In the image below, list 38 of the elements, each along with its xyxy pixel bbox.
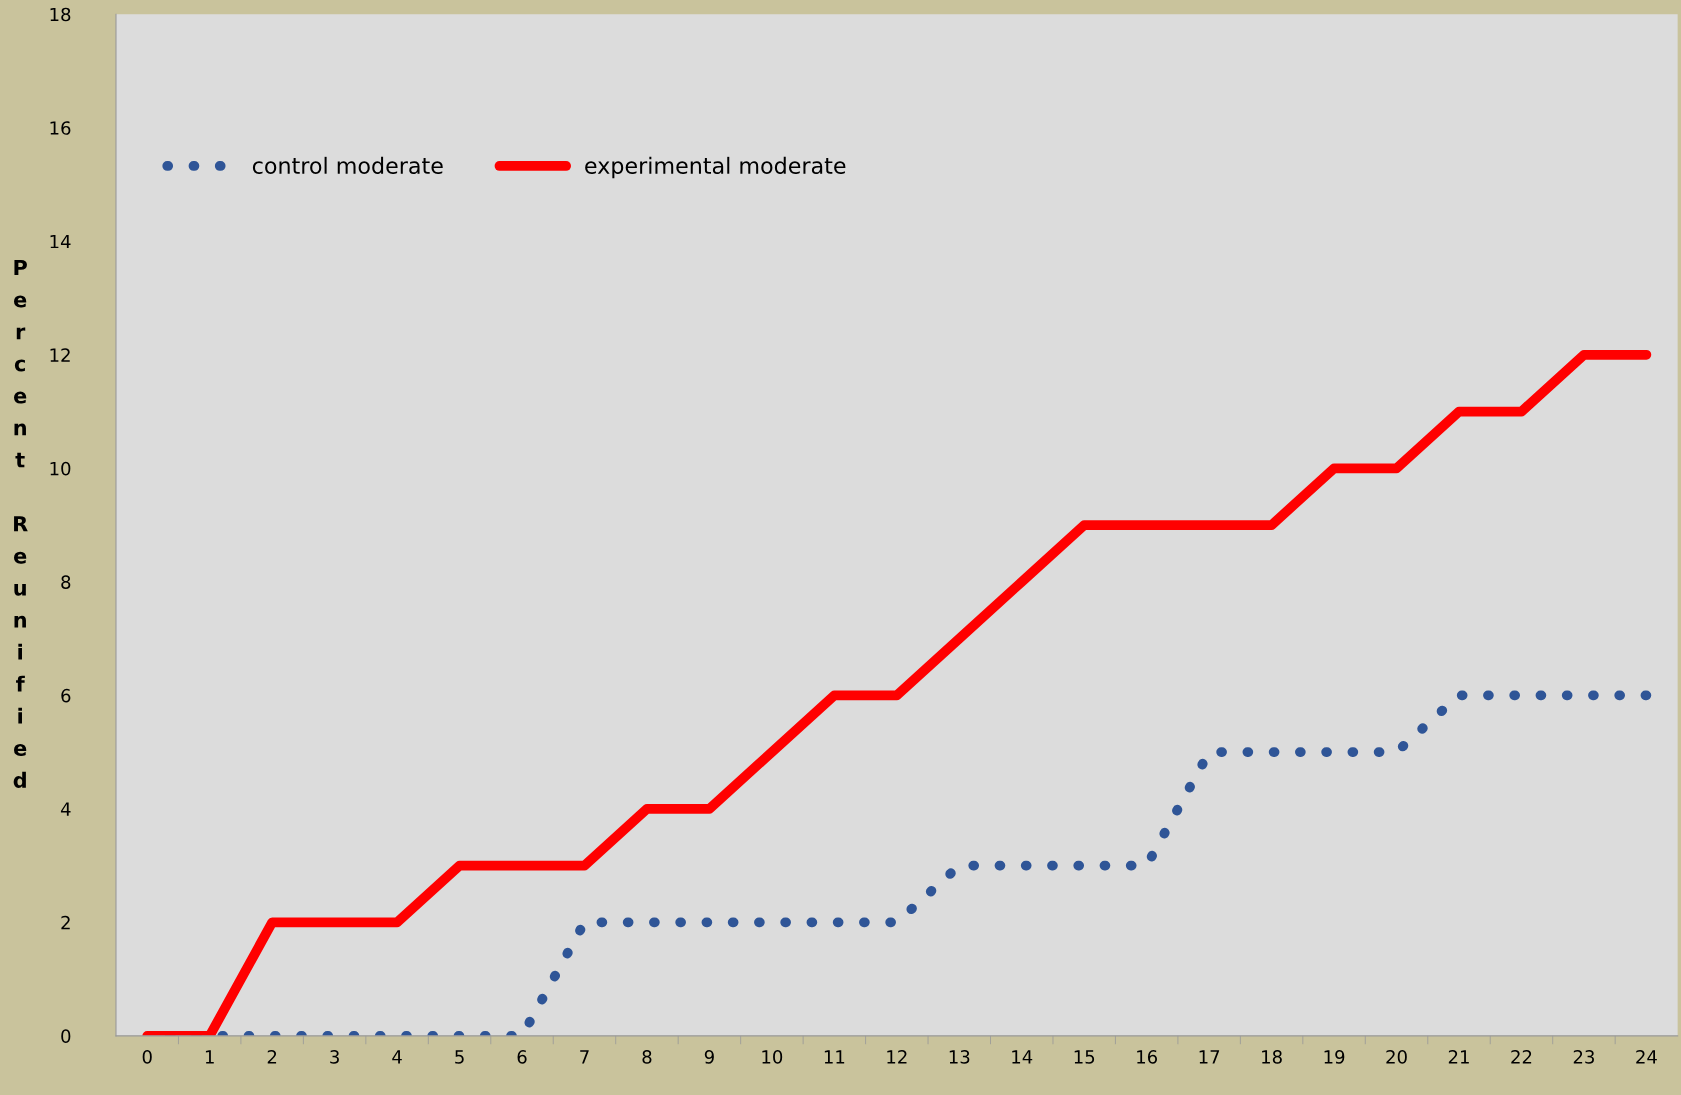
x-tick-label: 19 [1324, 1050, 1345, 1064]
x-tick-label: 21 [1448, 1050, 1469, 1064]
y-tick-label: 12 [50, 348, 70, 362]
y-tick-label: 14 [50, 234, 71, 249]
x-tick-label: 17 [1199, 1050, 1220, 1064]
y-tick-label: 4 [60, 802, 71, 816]
text: Percent Reunified [13, 259, 28, 788]
x-tick-label: 11 [824, 1050, 845, 1064]
x-tick-label: 13 [949, 1050, 970, 1064]
y-tick-label: 2 [61, 915, 70, 930]
legend-label: experimental moderate [585, 156, 846, 179]
y-tick-label: 16 [50, 121, 71, 135]
x-tick-label: 5 [455, 1050, 464, 1064]
y-tick-label: 10 [50, 461, 71, 476]
x-tick-label: 6 [517, 1050, 527, 1064]
x-tick-label: 8 [642, 1050, 652, 1064]
y-tick-label: 18 [50, 7, 71, 22]
x-tick-label: 12 [887, 1050, 907, 1064]
x-tick-label: 18 [1262, 1050, 1282, 1064]
x-tick-label: 3 [330, 1050, 339, 1064]
y-tick-label: 0 [61, 1029, 71, 1043]
x-tick-label: 0 [142, 1050, 152, 1064]
y-tick-label: 6 [61, 688, 71, 703]
x-tick-label: 20 [1386, 1050, 1407, 1064]
x-tick-label: 14 [1012, 1050, 1033, 1064]
x-tick-label: 2 [267, 1050, 277, 1064]
x-tick-label: 10 [762, 1050, 783, 1064]
x-tick-label: 15 [1074, 1050, 1095, 1064]
y-tick-label: 8 [61, 575, 71, 589]
x-tick-label: 1 [205, 1050, 214, 1064]
x-tick-label: 22 [1511, 1050, 1532, 1064]
legend-label: control moderate [252, 156, 443, 175]
x-tick-label: 7 [580, 1050, 589, 1064]
x-tick-label: 23 [1573, 1050, 1594, 1064]
x-tick-label: 24 [1636, 1050, 1657, 1064]
x-tick-label: 4 [392, 1050, 402, 1064]
x-tick-label: 16 [1137, 1050, 1158, 1064]
x-tick-label: 9 [704, 1050, 714, 1064]
